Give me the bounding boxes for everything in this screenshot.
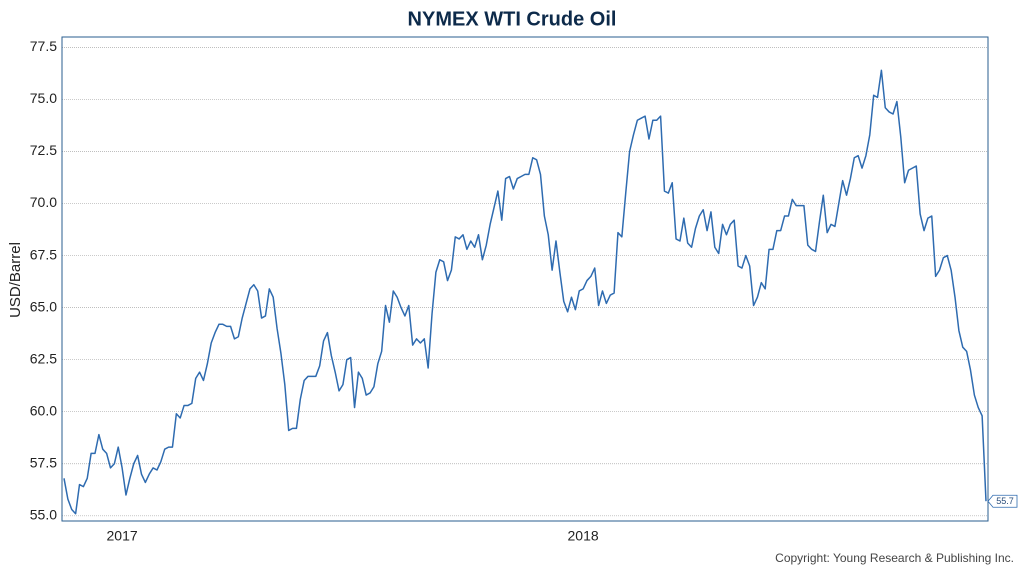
- y-tick-label: 65.0: [30, 298, 57, 314]
- y-tick-label: 77.5: [30, 38, 57, 54]
- end-label-box: [987, 494, 1018, 508]
- y-tick-label: 70.0: [30, 194, 57, 210]
- end-value-label: 55.7: [996, 496, 1014, 506]
- y-tick-label: 57.5: [30, 454, 57, 470]
- price-line: [63, 69, 987, 515]
- y-tick-label: 72.5: [30, 142, 57, 158]
- y-tick-label: 67.5: [30, 246, 57, 262]
- x-tick-label: 2017: [107, 528, 138, 544]
- copyright: Copyright: Young Research & Publishing I…: [775, 551, 1014, 565]
- chart-title: NYMEX WTI Crude Oil: [408, 8, 617, 30]
- y-tick-label: 55.0: [30, 506, 57, 522]
- x-tick-label: 2018: [568, 528, 599, 544]
- y-tick-label: 60.0: [30, 402, 57, 418]
- y-tick-label: 75.0: [30, 90, 57, 106]
- y-tick-label: 62.5: [30, 350, 57, 366]
- plot-frame: [61, 36, 989, 522]
- y-axis-label: USD/Barrel: [7, 242, 24, 318]
